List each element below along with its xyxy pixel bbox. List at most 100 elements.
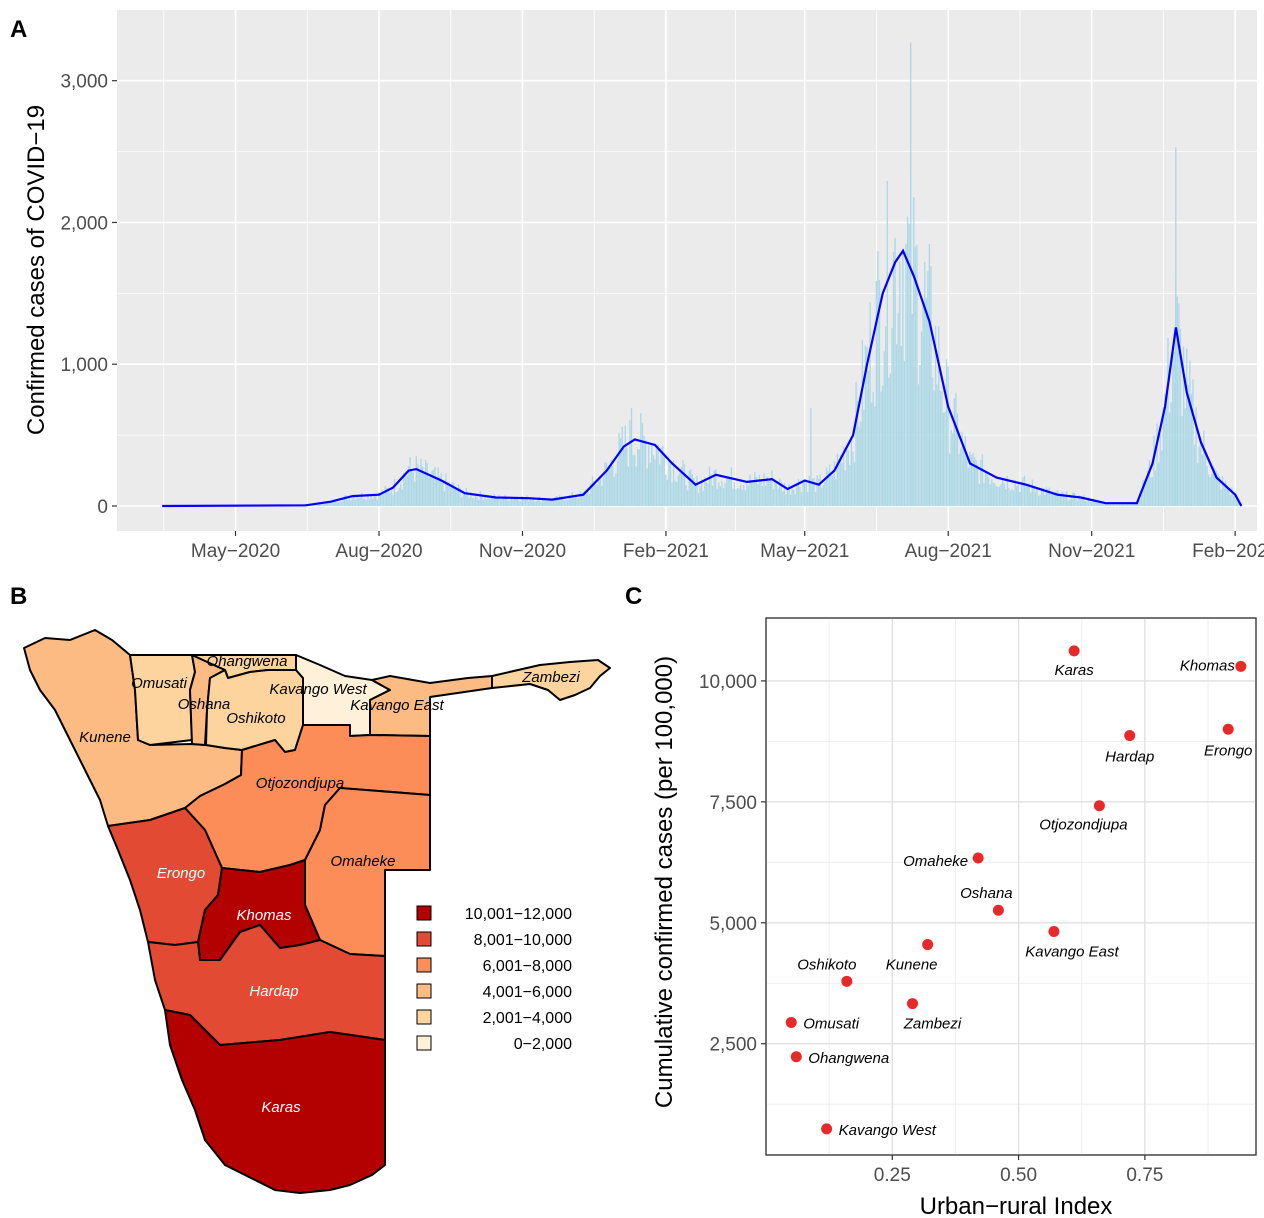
daily-bar: [978, 483, 980, 506]
daily-bar: [920, 331, 923, 506]
region-label-hardap: Hardap: [249, 983, 298, 1000]
panel-c-x-axis-title: Urban−rural Index: [920, 1193, 1113, 1218]
daily-bar: [813, 477, 815, 506]
daily-bar: [612, 466, 614, 506]
legend-swatch: [416, 931, 432, 947]
daily-bar: [556, 496, 558, 506]
daily-bar: [1012, 490, 1015, 506]
daily-bar: [866, 347, 868, 506]
legend-label: 2,001−4,000: [483, 1010, 573, 1027]
daily-bar: [442, 482, 444, 506]
y-tick-label: 10,000: [699, 672, 757, 693]
daily-bar: [1009, 490, 1012, 506]
daily-bar: [609, 465, 611, 506]
daily-bar: [665, 474, 667, 506]
daily-bar: [607, 467, 609, 506]
daily-bar: [478, 499, 480, 506]
daily-bar: [1129, 504, 1132, 506]
daily-bar: [396, 491, 399, 506]
daily-bar: [521, 496, 524, 506]
daily-bar: [849, 464, 851, 506]
daily-bar: [875, 280, 878, 506]
daily-bar: [357, 498, 360, 506]
daily-bar: [796, 485, 798, 506]
daily-bar: [956, 413, 959, 506]
daily-bar: [729, 477, 731, 506]
daily-bar: [824, 481, 826, 506]
daily-bar: [371, 498, 374, 506]
daily-bar: [1223, 484, 1225, 506]
daily-bar: [538, 496, 541, 506]
daily-bar: [577, 498, 580, 506]
daily-bar: [502, 498, 505, 506]
point-label: Omusati: [803, 1015, 860, 1032]
daily-bar: [1025, 486, 1027, 506]
daily-bar: [713, 470, 715, 506]
daily-bar: [950, 429, 952, 506]
daily-bar: [836, 453, 839, 506]
daily-bar: [1118, 503, 1121, 506]
daily-bar: [1092, 498, 1094, 506]
daily-bar: [1019, 491, 1021, 506]
daily-bar: [779, 478, 781, 506]
panel-a-letter: A: [10, 16, 27, 43]
daily-bar: [800, 492, 803, 506]
daily-bar: [666, 479, 669, 506]
daily-bar: [808, 475, 810, 506]
daily-bar: [931, 377, 934, 506]
legend-swatch: [416, 905, 432, 921]
daily-bar: [507, 500, 509, 506]
daily-bar-peak: [407, 466, 410, 506]
region-karas: [164, 1009, 386, 1194]
daily-bar: [1090, 502, 1093, 506]
daily-bar: [1022, 477, 1024, 506]
daily-bar: [715, 468, 717, 506]
daily-bar: [566, 500, 569, 506]
daily-bar: [752, 480, 754, 506]
daily-bar: [1217, 473, 1219, 506]
daily-bar: [676, 481, 678, 506]
daily-bar: [963, 444, 965, 506]
daily-bar: [654, 459, 656, 506]
daily-bar: [401, 489, 403, 506]
daily-bar: [1053, 492, 1055, 506]
daily-bar: [699, 486, 701, 506]
daily-bar: [641, 423, 644, 506]
daily-bar: [342, 498, 344, 506]
daily-bar: [744, 490, 747, 506]
daily-bar: [498, 495, 500, 506]
daily-bar: [992, 482, 994, 506]
daily-bar: [1168, 412, 1171, 506]
panel-c-grid: [766, 618, 1256, 1155]
daily-bar: [917, 384, 920, 506]
daily-bar: [601, 485, 603, 506]
daily-bar: [761, 485, 764, 506]
daily-bar: [506, 497, 508, 506]
scatter-point-erongo: [1222, 723, 1234, 735]
daily-bar: [1036, 488, 1038, 506]
daily-bar: [582, 491, 584, 506]
daily-bar: [576, 497, 578, 506]
daily-bar: [615, 473, 617, 506]
daily-bar: [1203, 430, 1205, 506]
daily-bar: [710, 474, 712, 506]
daily-bar: [746, 483, 748, 506]
daily-bar: [885, 326, 887, 506]
daily-bar: [426, 463, 428, 506]
daily-bar: [735, 489, 737, 506]
daily-bar: [1023, 475, 1026, 506]
panel-c-scatter-plot: C Karas Khomas Erongo Hardap Otjozondjupa Oma…: [625, 583, 1257, 1218]
daily-bar: [1122, 503, 1124, 506]
daily-bar: [924, 262, 926, 506]
daily-bar: [1037, 495, 1040, 506]
daily-bar: [1161, 450, 1163, 506]
point-label: Ohangwena: [808, 1050, 889, 1067]
region-zambezi: [491, 659, 611, 701]
daily-bar: [916, 244, 918, 506]
daily-bar: [839, 454, 842, 506]
daily-bar: [719, 486, 722, 506]
legend-label: 6,001−8,000: [483, 958, 573, 975]
daily-bar: [1064, 493, 1066, 506]
daily-bar: [961, 431, 963, 506]
daily-bar: [1111, 504, 1113, 506]
